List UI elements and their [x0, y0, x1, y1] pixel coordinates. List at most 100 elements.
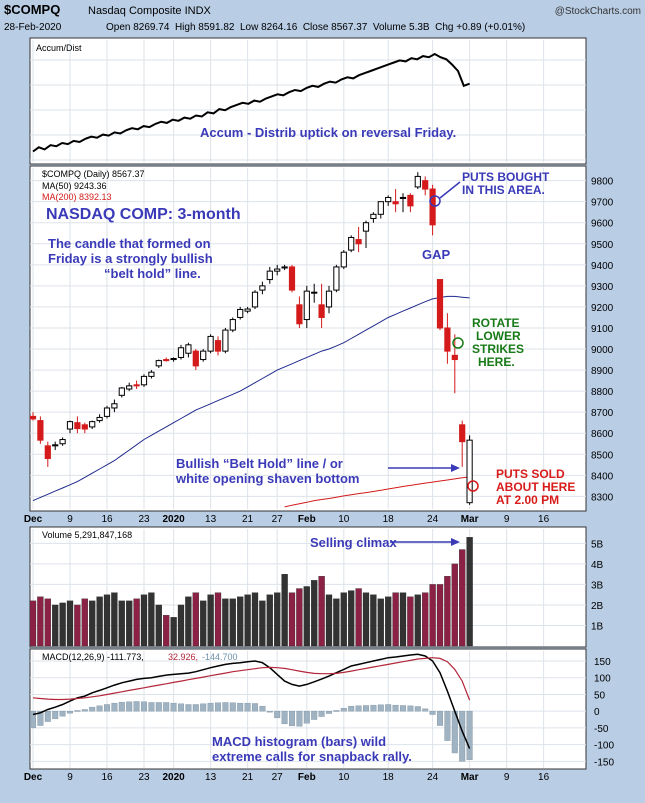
volume-bar [59, 602, 66, 647]
candle-body [29, 415, 37, 420]
candle-body [207, 335, 214, 352]
candle-body [407, 194, 414, 207]
macd-histogram-bar [111, 702, 118, 712]
volume-bar [103, 594, 111, 647]
price-tick-label: 8500 [591, 450, 614, 461]
macd-histogram-bar [348, 705, 355, 712]
volume-bar [422, 592, 429, 647]
puts-bought-arrow [439, 181, 461, 199]
macd-histogram-bar [400, 705, 407, 712]
macd-histogram-bar [244, 702, 251, 712]
volume-bar [229, 598, 236, 647]
candle-body [81, 424, 88, 430]
macd-histogram-bar [333, 710, 340, 712]
candle-body [89, 421, 96, 428]
candle-note-1: The candle that formed on [48, 236, 211, 251]
volume-bar [414, 594, 421, 647]
volume-bar [281, 574, 288, 647]
x-tick-label: 16 [101, 772, 113, 783]
x-tick-label: Mar [461, 772, 479, 783]
volume-tick-label: 1B [591, 621, 604, 632]
volume-bar [407, 596, 414, 647]
volume-bar [126, 600, 133, 647]
macd-label: MACD(12,26,9) -111.773, [42, 652, 144, 662]
macd-histogram-bar [118, 701, 125, 712]
volume-bar [325, 594, 333, 647]
volume-bar [222, 598, 229, 647]
volume-bar [385, 596, 392, 647]
puts-bought-2: IN THIS AREA. [462, 183, 545, 197]
macd-histogram-bar [89, 706, 96, 712]
candle-body [192, 350, 199, 367]
x-tick-label: 24 [427, 514, 439, 525]
price-tick-label: 8600 [591, 429, 614, 440]
x-tick-label: Mar [461, 514, 479, 525]
puts-sold-1: PUTS SOLD [496, 467, 565, 481]
volume-bar [177, 604, 185, 647]
price-tick-label: 9200 [591, 303, 614, 314]
candle-body [140, 375, 148, 386]
volume-bar [148, 592, 155, 647]
volume-bar [52, 604, 59, 647]
macd-histogram-bar [407, 705, 414, 712]
volume-bar [237, 596, 244, 647]
volume-bar [89, 600, 96, 647]
accum-dist-label: Accum/Dist [36, 43, 82, 53]
macd-histogram-bar [340, 707, 347, 712]
x-tick-label: Dec [24, 514, 43, 525]
macd-histogram-bar [466, 710, 473, 760]
macd-histogram-bar [214, 702, 221, 712]
macd-histogram-bar [192, 704, 199, 712]
macd-histogram-bar [296, 710, 303, 727]
volume-bar [318, 576, 325, 647]
candle-body [340, 251, 347, 268]
macd-histogram-bar [148, 702, 155, 712]
volume-bar [355, 588, 362, 647]
climax-note: Selling climax [310, 535, 397, 550]
ma200-line [284, 476, 470, 508]
price-tick-label: 8300 [591, 492, 614, 503]
macd-tick-label: -100 [594, 741, 614, 752]
volume-bar [66, 600, 74, 647]
puts-bought-1: PUTS BOUGHT [462, 170, 550, 184]
volume-tick-label: 3B [591, 580, 604, 591]
macd-histogram-bar [377, 704, 384, 712]
volume-bar [96, 596, 103, 647]
rotate-3: STRIKES [472, 342, 524, 356]
macd-histogram-bar [259, 705, 266, 712]
rotate-4: HERE. [478, 355, 515, 369]
volume-bar [333, 598, 340, 647]
x-tick-label: 9 [67, 772, 73, 783]
volume-bar [251, 592, 259, 647]
volume-bar [274, 592, 281, 647]
candle-body [466, 439, 473, 504]
volume-bar [370, 594, 377, 647]
accum-dist-panel [29, 37, 587, 165]
macd-histogram-bar [392, 704, 399, 712]
x-tick-label: 10 [338, 514, 350, 525]
price-tick-label: 8900 [591, 366, 614, 377]
candle-body [133, 384, 140, 387]
volume-bar [44, 598, 51, 647]
candle-body [296, 304, 303, 325]
macd-histogram-bar [303, 710, 310, 724]
index-name: Nasdaq Composite INDX [88, 5, 212, 17]
x-tick-label: 9 [67, 514, 73, 525]
gridlines [30, 40, 586, 768]
candle-body [422, 180, 429, 190]
volume-bar [466, 537, 473, 647]
candle-body [52, 444, 59, 447]
belt-arrowhead [451, 464, 460, 472]
x-tick-label: Feb [298, 514, 316, 525]
price-panel [29, 165, 587, 512]
candle-body [451, 354, 458, 361]
price-tick-label: 8700 [591, 408, 614, 419]
macd-histogram-bar [222, 702, 229, 712]
volume-bar [340, 592, 347, 647]
macd-note-2: extreme calls for snapback rally. [212, 749, 412, 764]
volume-label: Volume 5,291,847,168 [42, 530, 132, 540]
puts-bought-marker [429, 195, 441, 207]
volume-bar [185, 596, 192, 647]
candle-body [170, 357, 177, 361]
volume-bar [140, 594, 148, 647]
